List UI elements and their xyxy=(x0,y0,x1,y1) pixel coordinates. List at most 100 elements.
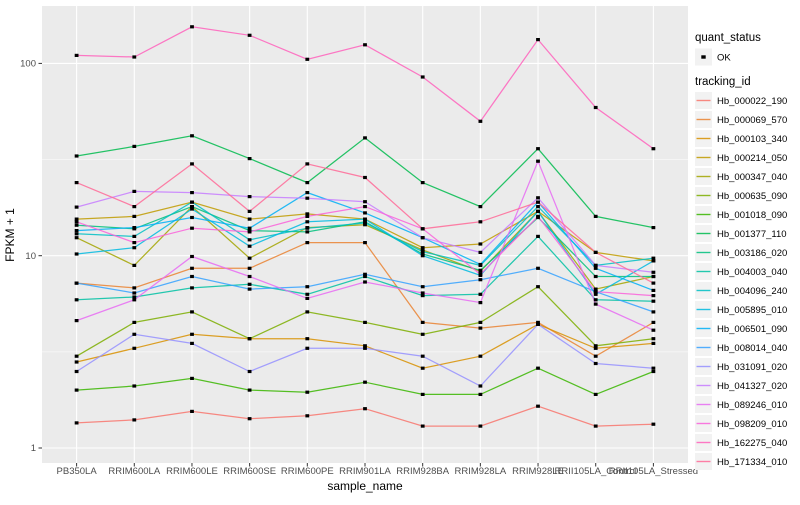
data-point xyxy=(74,354,79,358)
data-point xyxy=(363,407,367,411)
data-point xyxy=(478,119,483,123)
data-point xyxy=(536,147,540,151)
legend-label: Hb_008014_040 xyxy=(717,343,787,354)
data-point xyxy=(363,380,367,384)
data-point xyxy=(478,250,483,254)
data-point xyxy=(132,55,137,59)
data-point xyxy=(190,205,194,209)
data-point xyxy=(536,285,540,289)
legend-label: Hb_001018_090 xyxy=(717,210,787,221)
x-tick-label: RRIM600SE xyxy=(223,466,276,477)
data-point xyxy=(190,310,194,314)
data-point xyxy=(247,388,252,392)
data-point xyxy=(420,75,425,79)
axis-ticks xyxy=(38,62,654,467)
data-point xyxy=(363,241,367,245)
data-point xyxy=(74,154,79,158)
data-point xyxy=(247,369,252,374)
legend-label: Hb_098209_010 xyxy=(717,419,787,430)
data-point xyxy=(536,205,540,209)
data-point xyxy=(363,223,367,227)
legend-label: Hb_000103_340 xyxy=(717,134,787,145)
data-point xyxy=(593,105,598,110)
data-point xyxy=(593,392,598,396)
x-tick-label: RRII105LA_Stressed xyxy=(609,466,698,477)
data-point xyxy=(478,384,483,388)
data-point xyxy=(132,189,137,193)
data-point xyxy=(593,344,598,348)
data-point xyxy=(132,241,137,245)
data-point xyxy=(74,229,79,233)
data-point xyxy=(132,263,137,267)
legend-tracking-id-title: tracking_id xyxy=(695,76,751,88)
legend-label: Hb_000347_040 xyxy=(717,172,787,183)
data-point xyxy=(247,226,252,230)
x-tick-label: RRIM600PE xyxy=(281,466,334,477)
data-point xyxy=(420,246,425,250)
data-point xyxy=(363,205,367,209)
data-point xyxy=(536,200,540,204)
x-tick-label: RRIM901LA xyxy=(339,466,391,477)
legend-label: Hb_041327_020 xyxy=(717,381,787,392)
data-point xyxy=(247,256,252,260)
data-point xyxy=(420,227,425,231)
data-point xyxy=(190,266,194,270)
data-point xyxy=(247,238,252,242)
data-point xyxy=(593,274,598,279)
data-point xyxy=(536,366,540,370)
data-point xyxy=(651,341,656,345)
data-point xyxy=(363,200,367,204)
data-point xyxy=(478,262,483,267)
data-point xyxy=(478,320,483,324)
data-point xyxy=(305,241,310,245)
data-point xyxy=(190,274,194,279)
data-point xyxy=(132,295,137,299)
data-point xyxy=(536,196,540,200)
data-point xyxy=(74,232,79,236)
data-point xyxy=(190,409,194,413)
data-point xyxy=(478,392,483,396)
data-point xyxy=(247,217,252,221)
legend-label: Hb_171334_010 xyxy=(717,457,787,468)
legend-label: Hb_004096_240 xyxy=(717,286,787,297)
data-point xyxy=(478,301,483,305)
data-point xyxy=(420,392,425,396)
data-point xyxy=(420,285,425,289)
data-point xyxy=(132,214,137,218)
data-point xyxy=(651,328,656,332)
data-point xyxy=(247,230,252,234)
data-point xyxy=(420,250,425,254)
legend-label: Hb_000022_190 xyxy=(717,96,787,107)
data-point xyxy=(247,209,252,213)
data-point xyxy=(651,294,656,298)
data-point xyxy=(478,354,483,358)
data-point xyxy=(190,332,194,336)
data-point xyxy=(536,214,540,218)
data-point xyxy=(593,214,598,218)
data-point xyxy=(363,344,367,348)
data-point xyxy=(363,280,367,284)
data-point xyxy=(190,254,194,259)
legend-label: Hb_006501_090 xyxy=(717,324,787,335)
data-point xyxy=(247,195,252,199)
data-point xyxy=(478,292,483,296)
legend-label: Hb_005895_010 xyxy=(717,305,787,316)
data-point xyxy=(247,282,252,286)
data-point xyxy=(478,326,483,330)
series-points xyxy=(74,25,656,428)
data-point xyxy=(593,361,598,366)
legend-label: Hb_000069_570 xyxy=(717,115,787,126)
data-point xyxy=(190,162,194,166)
x-tick-label: RRIM928LA xyxy=(454,466,506,477)
data-point xyxy=(132,320,137,324)
data-point xyxy=(132,226,137,230)
data-point xyxy=(190,134,194,138)
data-point xyxy=(74,217,79,221)
data-point xyxy=(190,341,194,345)
data-point xyxy=(305,226,310,230)
data-point xyxy=(247,274,252,279)
data-point xyxy=(74,53,79,57)
data-point xyxy=(651,422,656,426)
data-point xyxy=(305,296,310,300)
